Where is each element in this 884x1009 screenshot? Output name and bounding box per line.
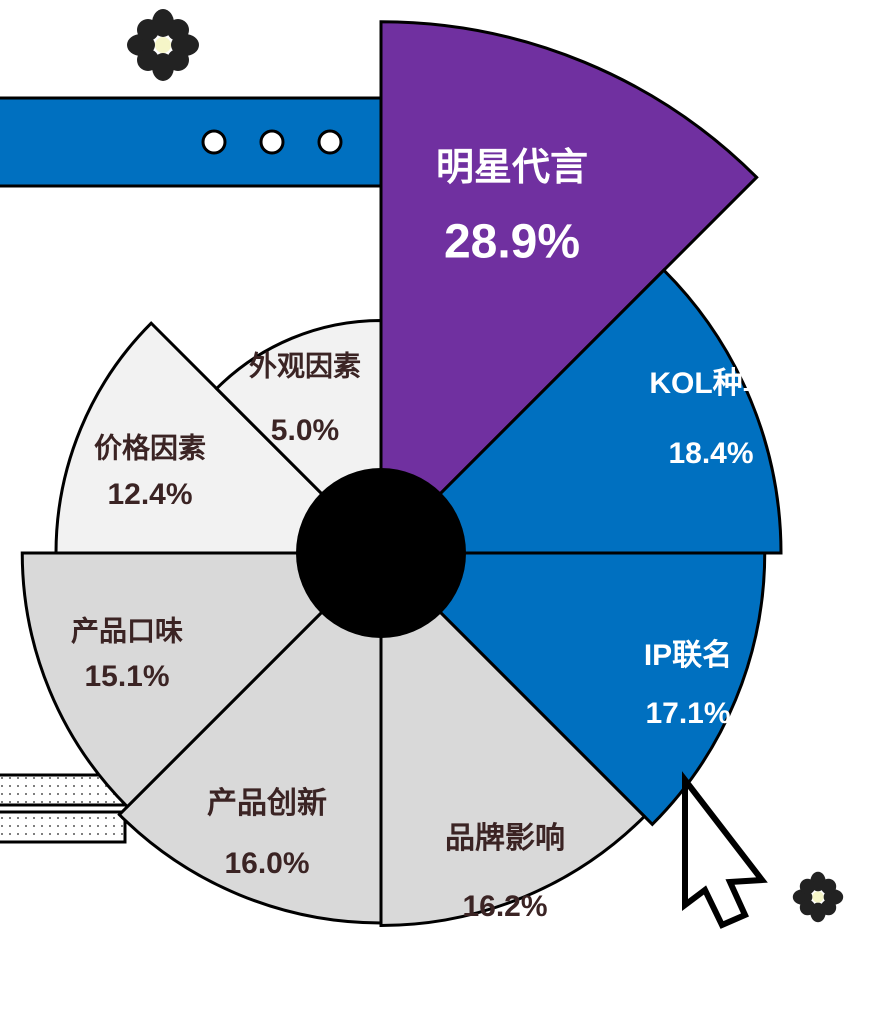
chart: 明星代言 28.9% KOL种草 18.4% IP联名 17.1% 品牌影响 16.2% 产品创… <box>0 0 884 1009</box>
slice-label: 品牌影响 <box>445 822 565 855</box>
slice-value: 5.0% <box>271 414 339 447</box>
slice-label: IP联名 <box>644 639 732 672</box>
center-hole <box>296 468 466 638</box>
slice-label: 产品创新 <box>207 787 327 820</box>
slice-label: 产品口味 <box>71 615 183 646</box>
slice-value: 12.4% <box>107 478 192 511</box>
cursor <box>685 780 762 925</box>
slice-label: 明星代言 <box>436 147 588 189</box>
slice-label: 价格因素 <box>94 432 206 463</box>
slice-value: 18.4% <box>668 437 753 470</box>
page: {"chart_data": {"type": "rose", "categor… <box>0 0 884 1009</box>
slice-value: 17.1% <box>645 697 730 730</box>
slice-value: 16.2% <box>462 890 547 923</box>
slice-label: KOL种草 <box>649 367 772 400</box>
slice-value: 16.0% <box>224 847 309 880</box>
slice-label: 外观因素 <box>249 350 361 381</box>
slice-value: 15.1% <box>84 660 169 693</box>
slice-value: 28.9% <box>444 216 580 269</box>
